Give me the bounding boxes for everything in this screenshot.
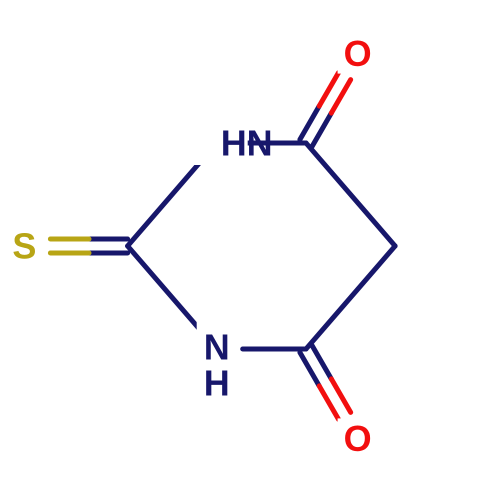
atom-label: HN (221, 123, 273, 164)
bond (306, 143, 395, 246)
bond (128, 163, 200, 246)
bond (306, 246, 395, 349)
atom-label: O (344, 418, 372, 459)
atom-sublabel: H (204, 363, 230, 404)
bond (128, 246, 200, 329)
atom-label: N (204, 327, 230, 368)
molecule-diagram: HN NH O O S (0, 0, 500, 500)
atom-label: S (12, 226, 36, 267)
atom-label: O (344, 33, 372, 74)
